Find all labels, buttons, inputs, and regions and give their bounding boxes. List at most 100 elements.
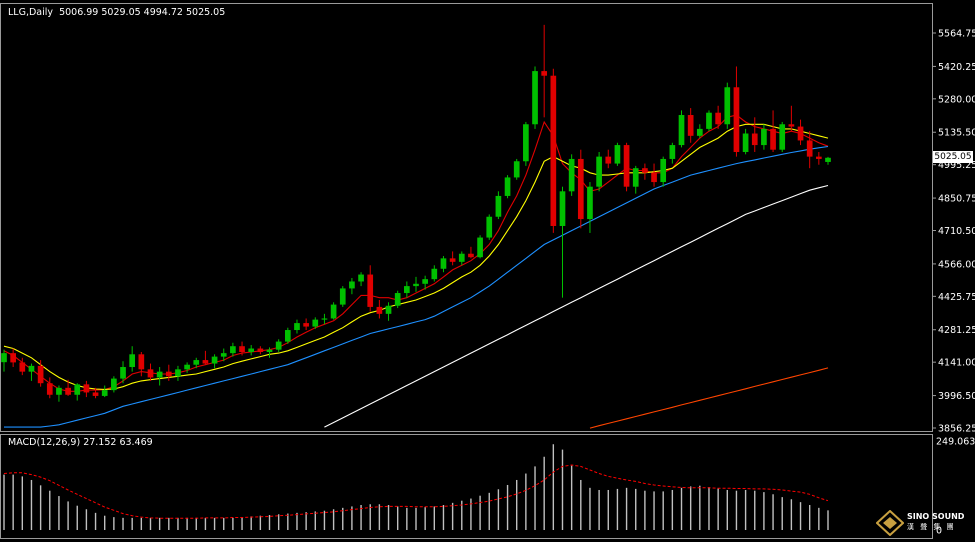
candle-body-down [651, 172, 657, 183]
candle-body-up [1, 353, 7, 363]
candle-body-up [523, 124, 529, 162]
candle-body-up [193, 360, 200, 365]
candle-body-down [10, 353, 16, 363]
candle-body-up [413, 283, 419, 287]
candle-body-down [19, 362, 26, 372]
candle-body-down [165, 371, 172, 377]
candle-body-up [321, 318, 328, 320]
candle-body-up [349, 281, 355, 289]
candle-body-down [65, 387, 71, 395]
candle-body-up [156, 371, 163, 378]
candle-body-up [294, 323, 300, 331]
price-axis-label: 4566.00 [938, 259, 975, 270]
candle-body-down [239, 346, 245, 352]
candle-body-up [248, 348, 255, 352]
candle-body-down [806, 140, 813, 157]
candle-body-down [202, 360, 209, 364]
candle-body-up [56, 387, 62, 395]
candle-body-up [431, 268, 438, 280]
price-axis-label: 3996.50 [938, 391, 975, 402]
price-axis-label: 5420.25 [938, 62, 975, 73]
candle-body-up [404, 286, 410, 294]
candle-body-up [74, 384, 81, 395]
ohlc-values: 5006.99 5029.05 4994.72 5025.05 [59, 7, 226, 18]
candle-body-up [358, 274, 364, 282]
candle-body-down [468, 253, 474, 258]
price-axis-label: 4281.25 [938, 325, 975, 336]
candle-body-down [37, 365, 44, 384]
candle-body-up [394, 293, 401, 306]
candle-body-up [779, 124, 786, 150]
price-series-group [1, 24, 831, 429]
candle-body-down [715, 112, 721, 125]
candle-body-down [733, 87, 740, 153]
candle-body-up [312, 319, 319, 327]
candle-body-up [559, 191, 566, 226]
candle-body-up [111, 378, 117, 391]
candle-body-up [696, 128, 703, 136]
watermark-sub: 漢 聲 集 團 [907, 523, 956, 531]
moving-average-line-4 [324, 184, 829, 428]
price-axis-label: 4850.75 [938, 194, 975, 205]
candle-body-up [175, 369, 181, 377]
candle-body-down [687, 115, 694, 136]
candle-body-up [220, 353, 227, 357]
macd-axis-label: 249.063 [936, 437, 975, 448]
candle-body-up [28, 365, 35, 372]
price-axis-label: 4141.00 [938, 358, 975, 369]
candle-body-down [367, 274, 374, 307]
candle-body-up [678, 115, 685, 146]
candle-body-up [120, 367, 126, 379]
candle-body-down [577, 158, 584, 220]
price-axis-label: 5280.00 [938, 94, 975, 105]
candle-body-down [550, 75, 557, 226]
candle-body-up [513, 161, 520, 178]
candle-body-up [275, 341, 282, 350]
candle-body-down [605, 156, 612, 164]
candle-body-down [449, 258, 456, 262]
candle-body-up [422, 279, 428, 284]
price-axis-label: 5564.75 [938, 29, 975, 40]
candle-body-up [477, 237, 483, 258]
moving-average-line-5 [589, 367, 829, 429]
candle-body-down [83, 384, 90, 393]
candle-body-down [147, 369, 154, 378]
candle-body-up [458, 253, 465, 262]
candle-body-up [742, 133, 749, 153]
candle-body-up [339, 288, 346, 305]
sino-sound-logo-icon [876, 510, 904, 536]
candle-body-down [788, 124, 795, 127]
macd-header: MACD(12,26,9) 27.152 63.469 [8, 437, 153, 448]
moving-average-line-2 [3, 123, 829, 390]
price-axis-label: 4995.25 [938, 160, 975, 171]
price-axis-label: 3856.25 [938, 424, 975, 435]
candle-body-down [751, 133, 758, 146]
current-price-tag: 5025.05 [933, 151, 973, 163]
macd-values: 27.152 63.469 [83, 437, 153, 448]
candle-body-up [587, 186, 593, 220]
moving-average-line-1 [3, 114, 829, 392]
candle-body-up [669, 145, 676, 159]
candle-body-up [632, 168, 639, 187]
candle-body-up [440, 258, 447, 269]
candle-body-up [211, 356, 218, 364]
candle-body-up [266, 349, 273, 352]
price-pane-border [0, 3, 933, 432]
candle-body-down [642, 168, 648, 173]
candle-body-up [330, 304, 337, 319]
macd-signal-line [3, 464, 829, 519]
moving-average-line-3 [4, 145, 829, 428]
candle-body-down [92, 392, 99, 396]
candle-body-up [596, 156, 602, 187]
candle-body-up [284, 330, 291, 342]
candle-body-down [623, 145, 630, 187]
candle-body-down [138, 354, 145, 370]
candle-body-up [230, 346, 236, 354]
candle-body-up [761, 128, 767, 146]
macd-axis-label: 0 [936, 526, 942, 537]
candle-body-down [376, 306, 383, 314]
candle-body-up [825, 157, 831, 162]
candle-body-up [129, 354, 136, 368]
candle-body-down [770, 128, 776, 150]
